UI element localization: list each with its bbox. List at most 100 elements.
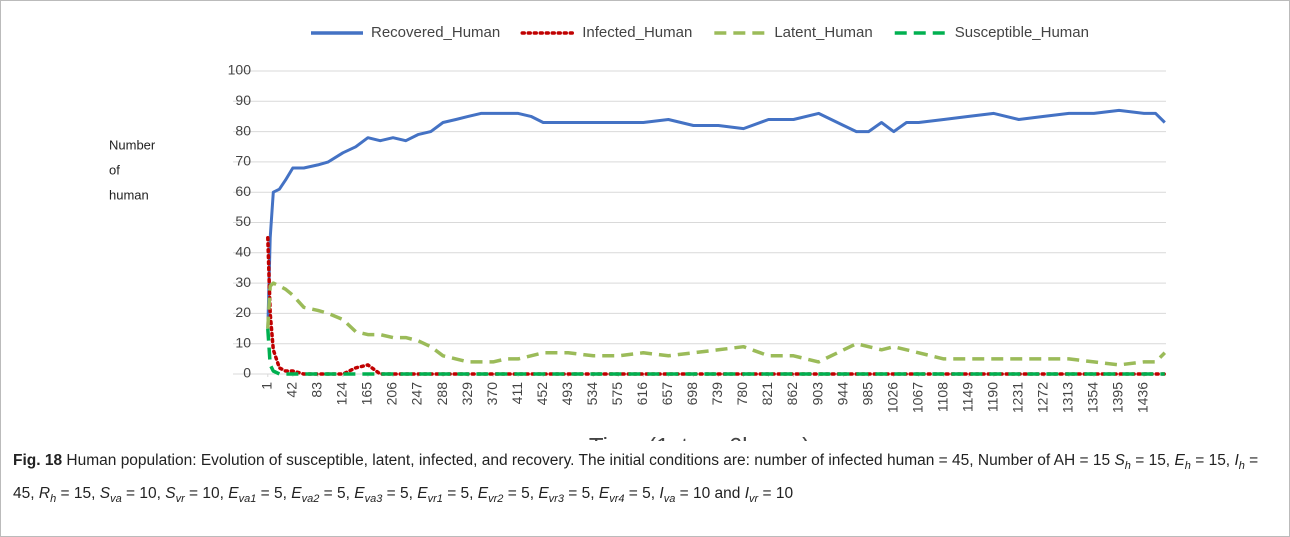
y-tick-label: 90	[235, 92, 251, 108]
y-tick-label: 60	[235, 183, 251, 199]
x-tick-label: 903	[809, 382, 825, 406]
term-value: = 5,	[624, 485, 660, 503]
caption-term: Evr1 = 5,	[417, 485, 478, 505]
x-tick-label: 1149	[959, 382, 975, 412]
term-subscript-text: vr	[175, 493, 185, 506]
caption-term: Ih = 45,	[13, 452, 1258, 502]
x-tick-label: 1272	[1035, 382, 1051, 413]
x-tick-label: 206	[384, 382, 400, 406]
x-tick-label: 1026	[884, 382, 900, 413]
term-value: = 10,	[121, 485, 166, 503]
y-tick-label: 80	[235, 122, 251, 138]
term-symbol: E	[354, 485, 365, 503]
y-tick-label: 10	[235, 334, 251, 350]
term-subscript: vr	[749, 493, 758, 505]
term-subscript: va	[664, 493, 676, 505]
legend-label: Infected_Human	[582, 24, 692, 41]
y-tick-label: 100	[228, 62, 252, 78]
term-symbol: I	[659, 485, 664, 503]
term-symbol: E	[538, 485, 549, 503]
y-tick-label: 50	[235, 213, 251, 229]
caption: Fig. 18 Human population: Evolution of s…	[13, 447, 1283, 513]
term-symbol: R	[38, 485, 51, 503]
caption-term: Rh = 15,	[38, 485, 100, 505]
caption-term: Eva1 = 5,	[228, 485, 292, 506]
caption-term: Ivr = 10	[745, 485, 794, 505]
x-tick-label: 83	[309, 382, 325, 398]
x-tick-label: 985	[859, 382, 875, 406]
x-tick-label: 247	[409, 382, 425, 406]
term-value: = 5,	[382, 485, 418, 503]
x-tick-label: 534	[584, 382, 600, 406]
x-tick-label: 42	[284, 382, 300, 398]
caption-label: Fig. 18	[13, 452, 63, 469]
caption-term: Svr = 10,	[165, 485, 229, 506]
term-subscript-text: vr1	[427, 493, 443, 506]
y-tick-label: 0	[243, 365, 251, 381]
y-tick-label: 70	[235, 153, 251, 169]
term-value: = 45,	[13, 452, 1259, 503]
caption-term: Evr3 = 5,	[538, 485, 599, 505]
term-symbol: S	[1114, 452, 1125, 469]
term-subscript: va	[110, 493, 122, 505]
x-tick-label: 165	[359, 382, 375, 406]
term-value: = 5,	[563, 485, 599, 503]
y-tick-label: 30	[235, 274, 251, 290]
term-subscript: h	[50, 493, 56, 505]
term-value: = 5,	[442, 485, 478, 503]
y-axis-label: of	[109, 162, 120, 177]
term-symbol: I	[1234, 452, 1239, 469]
term-subscript: vr4	[609, 493, 624, 505]
term-subscript-text: va1	[238, 493, 257, 506]
x-tick-label: 698	[684, 382, 700, 406]
term-symbol: E	[417, 485, 428, 503]
term-value: = 10 and	[675, 485, 745, 503]
chart: 0 10 20 30 40 50 60 70 80 90 100 1 42 83 124 165 206 247 2…	[109, 24, 1167, 441]
term-subscript: va3	[365, 493, 383, 505]
x-tick-label: 452	[534, 382, 550, 406]
x-tick-label: 1354	[1085, 382, 1101, 413]
term-subscript: vr1	[428, 493, 443, 505]
term-value: = 5,	[256, 485, 292, 503]
term-symbol: E	[477, 485, 489, 503]
x-tick-label: 1190	[985, 382, 1001, 412]
term-value: = 10,	[184, 485, 229, 503]
caption-term: Eva3 = 5,	[354, 485, 418, 505]
caption-term: Evr2 = 5,	[477, 485, 539, 505]
caption-term: Evr4 = 5,	[599, 485, 660, 505]
y-tick-label: 20	[235, 304, 251, 320]
y-tick-label: 40	[235, 244, 251, 260]
term-value: = 15,	[56, 485, 100, 503]
x-tick-label: 329	[459, 382, 475, 406]
term-symbol: S	[165, 485, 176, 503]
x-tick-label: 657	[659, 382, 675, 406]
x-tick-label: 411	[509, 382, 525, 405]
y-axis-label: human	[109, 187, 149, 202]
x-tick-label: 370	[484, 382, 500, 406]
term-subscript-text: va2	[301, 493, 320, 506]
x-tick-label: 1313	[1060, 382, 1076, 413]
term-subscript-text: va3	[364, 493, 383, 506]
series-line	[266, 281, 1167, 367]
x-tick-label: 780	[734, 382, 750, 406]
x-tick-label: 944	[834, 382, 850, 406]
term-subscript-text: h	[1124, 460, 1131, 473]
legend-label: Latent_Human	[774, 24, 872, 41]
term-subscript-text: vr3	[548, 493, 564, 506]
term-subscript-text: va	[663, 493, 676, 506]
y-axis-label: Number	[109, 137, 156, 152]
term-value: = 10	[758, 485, 794, 503]
caption-term: Eh = 15,	[1174, 452, 1234, 472]
caption-text: Human population: Evolution of susceptib…	[62, 452, 1115, 469]
x-tick-label: 821	[759, 382, 775, 406]
x-tick-label: 1108	[934, 382, 950, 412]
x-tick-label: 1	[259, 382, 275, 390]
term-symbol: S	[99, 485, 111, 503]
term-subscript: h	[1125, 460, 1131, 472]
caption-term: Iva = 10 and	[659, 485, 745, 505]
x-tick-label: 124	[334, 382, 350, 406]
term-subscript: vr3	[549, 493, 564, 505]
term-subscript-text: h	[1238, 460, 1245, 473]
term-symbol: E	[1174, 452, 1185, 469]
